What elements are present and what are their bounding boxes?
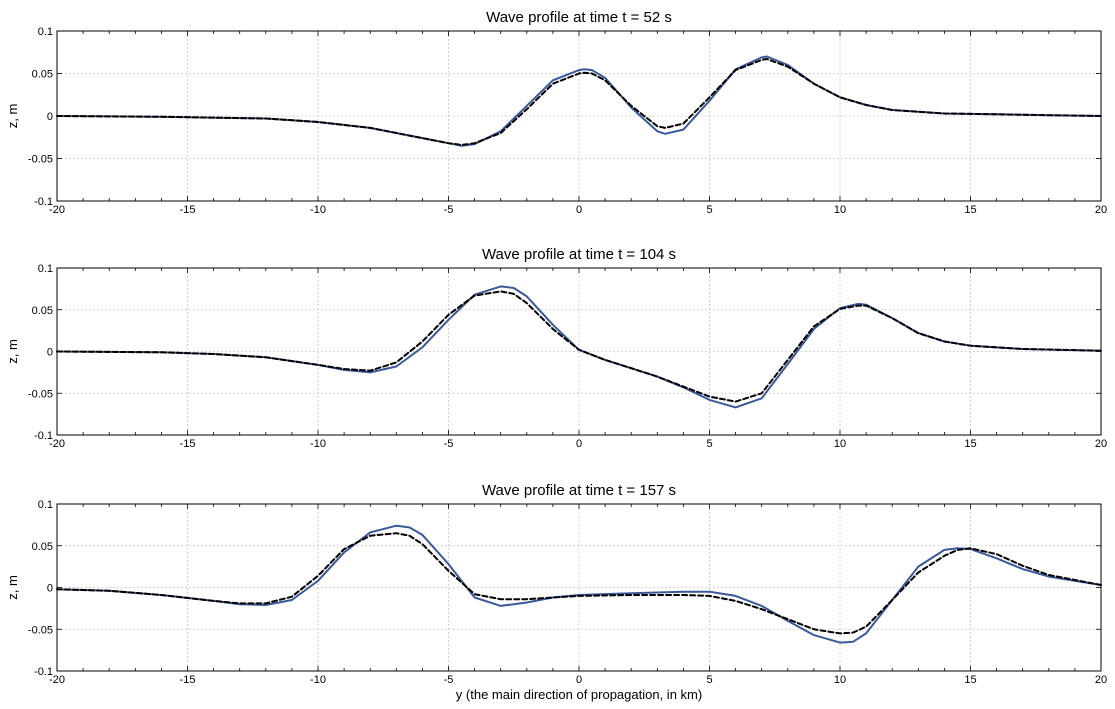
x-tick-label: 5: [706, 438, 712, 450]
series-line-dashed: [56, 290, 1102, 403]
x-tick-label: 5: [706, 204, 712, 216]
panel-title: Wave profile at time t = 157 s: [482, 482, 676, 499]
x-axis-label: y (the main direction of propagation, in…: [456, 687, 702, 702]
chart-panel-1: -20 -15 -10 -5 0 5 10 15 20 -0.1 -0.05 0 0.05 0.1 Wave…: [5, 9, 1107, 216]
series-line-dashed: [56, 58, 1102, 146]
y-tick-label: 0.1: [38, 26, 53, 38]
plot-frame: [56, 267, 1102, 436]
y-tick-label: 0.1: [38, 263, 53, 275]
x-tick-label: 0: [576, 438, 582, 450]
x-tick-label: 15: [964, 204, 976, 216]
y-tick-label: -0.1: [34, 430, 53, 442]
panel-title: Wave profile at time t = 104 s: [482, 246, 676, 263]
x-tick-label: 20: [1095, 674, 1107, 686]
y-tick-label: 0: [47, 111, 53, 123]
x-tick-label: 0: [576, 204, 582, 216]
y-tick-label: -0.1: [34, 666, 53, 678]
y-tick-label: -0.1: [34, 196, 53, 208]
series-line-solid: [56, 524, 1102, 644]
plot-frame: [56, 30, 1102, 202]
plot-area: [57, 268, 1101, 435]
x-tick-label: -10: [310, 674, 326, 686]
y-tick-label: -0.05: [28, 624, 53, 636]
x-tick-label: 10: [834, 438, 846, 450]
x-tick-label: -5: [444, 204, 454, 216]
y-axis-label: z, m: [5, 339, 20, 364]
series-line-dashed: [56, 532, 1102, 635]
chart-panel-3: -20 -15 -10 -5 0 5 10 15 20 -0.1 -0.05 0 0.05 0.1 Wave…: [5, 482, 1107, 702]
x-tick-label: -15: [180, 204, 196, 216]
x-tick-label: 20: [1095, 438, 1107, 450]
y-tick-label: -0.05: [28, 388, 53, 400]
x-tick-label: 0: [576, 674, 582, 686]
x-tick-label: 15: [964, 438, 976, 450]
x-tick-label: 10: [834, 204, 846, 216]
x-tick-label: 5: [706, 674, 712, 686]
x-tick-label: 20: [1095, 204, 1107, 216]
x-tick-label: -20: [49, 674, 65, 686]
y-tick-label: -0.05: [28, 154, 53, 166]
x-tick-label: -15: [180, 438, 196, 450]
x-tick-label: -15: [180, 674, 196, 686]
y-tick-label: 0.1: [38, 499, 53, 511]
x-tick-label: 10: [834, 674, 846, 686]
plot-area: [57, 504, 1101, 671]
y-tick-label: 0: [47, 583, 53, 595]
y-tick-label: 0: [47, 347, 53, 359]
y-axis-label: z, m: [5, 575, 20, 600]
x-tick-label: -10: [310, 204, 326, 216]
x-tick-label: -10: [310, 438, 326, 450]
x-tick-label: -20: [49, 204, 65, 216]
x-tick-label: 15: [964, 674, 976, 686]
y-axis-label: z, m: [5, 104, 20, 129]
x-tick-label: -5: [444, 438, 454, 450]
chart-panel-2: -20 -15 -10 -5 0 5 10 15 20 -0.1 -0.05 0 0.05 0.1 Wave…: [5, 246, 1107, 450]
plot-frame: [56, 503, 1102, 672]
y-tick-label: 0.05: [32, 541, 53, 553]
x-tick-label: -5: [444, 674, 454, 686]
panel-title: Wave profile at time t = 52 s: [486, 9, 672, 26]
x-tick-label: -20: [49, 438, 65, 450]
y-tick-label: 0.05: [32, 305, 53, 317]
y-tick-label: 0.05: [32, 69, 53, 81]
